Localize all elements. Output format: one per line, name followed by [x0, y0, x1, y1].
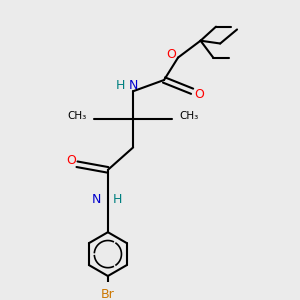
Text: H: H [116, 79, 125, 92]
Text: O: O [66, 154, 76, 166]
Text: N: N [128, 79, 138, 92]
Text: O: O [194, 88, 204, 100]
Text: O: O [166, 48, 176, 61]
Text: CH₃: CH₃ [179, 111, 199, 121]
Text: H: H [113, 193, 122, 206]
Text: Br: Br [101, 288, 115, 300]
Text: CH₃: CH₃ [68, 111, 87, 121]
Text: N: N [92, 193, 101, 206]
